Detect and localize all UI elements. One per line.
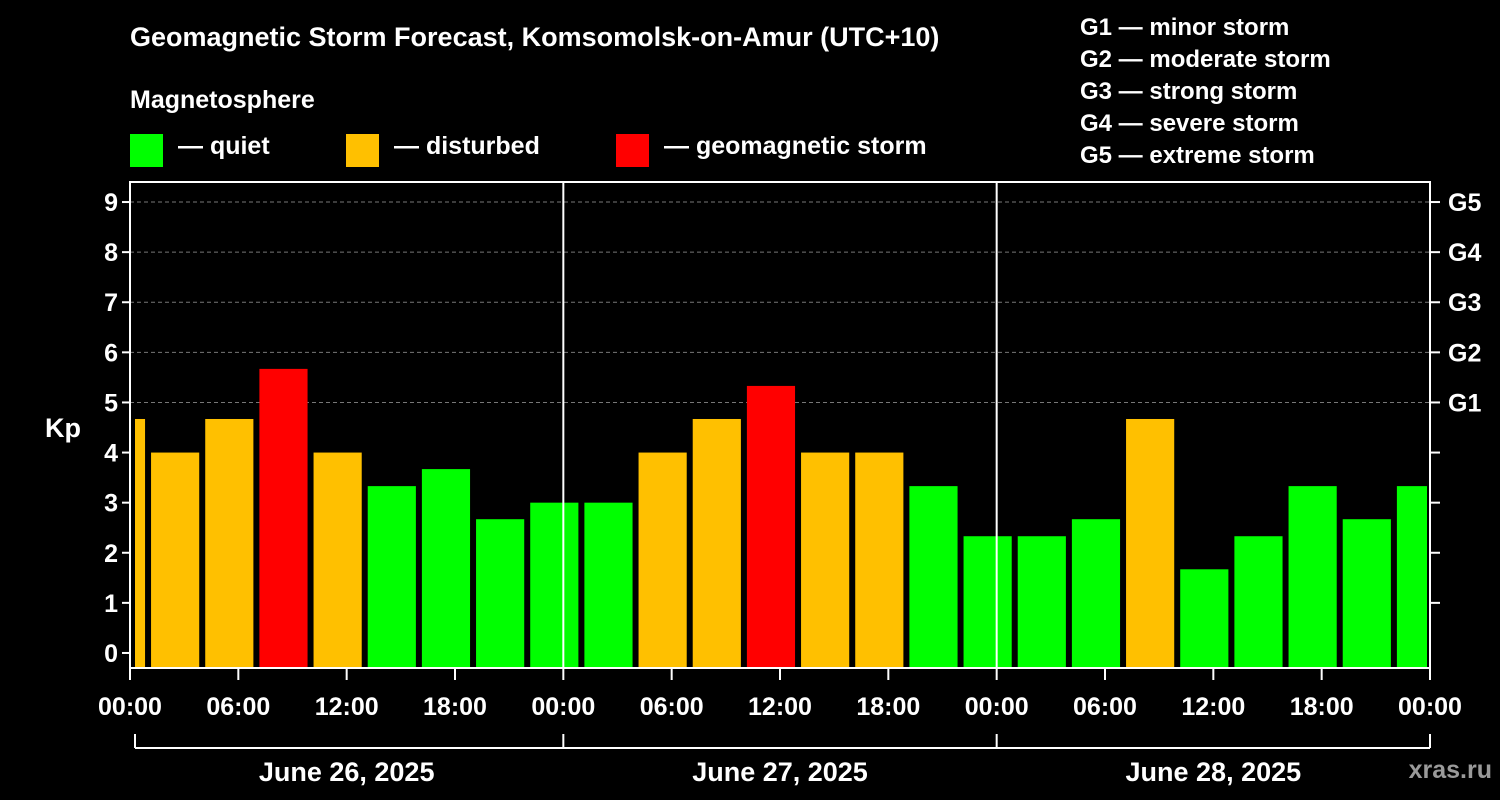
bar-quiet	[1288, 486, 1337, 668]
y-axis-label: Kp	[45, 413, 81, 443]
y-tick-label: 9	[104, 189, 118, 217]
bar-quiet	[584, 502, 633, 668]
x-tick-label: 06:00	[1073, 693, 1137, 721]
bar-quiet	[1071, 519, 1121, 668]
bar-disturbed	[205, 418, 254, 668]
legend-swatch-storm	[616, 134, 649, 167]
g-scale-g2: G2 — moderate storm	[1080, 46, 1331, 73]
bar-disturbed	[692, 418, 741, 668]
x-tick-label: 12:00	[748, 693, 812, 721]
bar-disturbed	[313, 452, 362, 668]
y-tick-label: 2	[104, 540, 118, 568]
bar-storm	[259, 368, 308, 668]
x-tick-label: 00:00	[1398, 693, 1462, 721]
bar-quiet	[1180, 569, 1229, 668]
day-label: June 26, 2025	[259, 757, 435, 787]
g-level-label: G4	[1448, 239, 1481, 267]
bar-disturbed	[855, 452, 904, 668]
bar-storm	[746, 385, 796, 668]
bar-quiet	[530, 502, 579, 668]
g-scale-g5: G5 — extreme storm	[1080, 142, 1315, 169]
legend-label-disturbed: — disturbed	[394, 132, 540, 160]
y-tick-label: 6	[104, 339, 118, 367]
g-scale-g3: G3 — strong storm	[1080, 78, 1298, 105]
day-label: June 28, 2025	[1126, 757, 1302, 787]
bar-disturbed	[1126, 418, 1175, 668]
bar-quiet	[909, 486, 958, 668]
y-tick-label: 8	[104, 239, 118, 267]
chart-title: Geomagnetic Storm Forecast, Komsomolsk-o…	[130, 22, 940, 52]
bar-quiet	[367, 486, 416, 668]
bar-disturbed	[151, 452, 200, 668]
x-tick-label: 00:00	[531, 693, 595, 721]
day-label: June 27, 2025	[692, 757, 868, 787]
bar-quiet	[963, 536, 1012, 668]
x-tick-label: 00:00	[965, 693, 1029, 721]
bar-disturbed	[135, 418, 146, 668]
bar-disturbed	[801, 452, 850, 668]
bar-quiet	[421, 469, 471, 668]
x-tick-label: 12:00	[1181, 693, 1245, 721]
x-tick-label: 06:00	[640, 693, 704, 721]
g-level-label: G3	[1448, 289, 1481, 317]
y-tick-label: 3	[104, 490, 118, 518]
y-tick-label: 0	[104, 640, 118, 668]
x-tick-label: 06:00	[206, 693, 270, 721]
g-level-label: G1	[1448, 389, 1481, 417]
x-tick-label: 12:00	[315, 693, 379, 721]
bar-quiet	[1234, 536, 1283, 668]
x-tick-label: 18:00	[1290, 693, 1354, 721]
legend-heading: Magnetosphere	[130, 86, 315, 114]
y-tick-label: 1	[104, 590, 118, 618]
y-tick-label: 4	[104, 440, 118, 468]
g-level-label: G2	[1448, 339, 1481, 367]
bar-disturbed	[638, 452, 687, 668]
bar-quiet	[1017, 536, 1066, 668]
g-scale-g1: G1 — minor storm	[1080, 14, 1290, 41]
g-level-label: G5	[1448, 189, 1481, 217]
x-tick-label: 00:00	[98, 693, 162, 721]
bar-quiet	[476, 519, 525, 668]
watermark: xras.ru	[1408, 756, 1492, 784]
x-tick-label: 18:00	[856, 693, 920, 721]
bar-quiet	[1342, 519, 1391, 668]
legend-swatch-quiet	[130, 134, 163, 167]
legend-label-storm: — geomagnetic storm	[664, 132, 927, 160]
bar-quiet	[1396, 486, 1427, 668]
legend-label-quiet: — quiet	[178, 132, 270, 160]
x-tick-label: 18:00	[423, 693, 487, 721]
y-tick-label: 5	[104, 389, 118, 417]
legend-swatch-disturbed	[346, 134, 379, 167]
y-tick-label: 7	[104, 289, 118, 317]
g-scale-g4: G4 — severe storm	[1080, 110, 1299, 137]
